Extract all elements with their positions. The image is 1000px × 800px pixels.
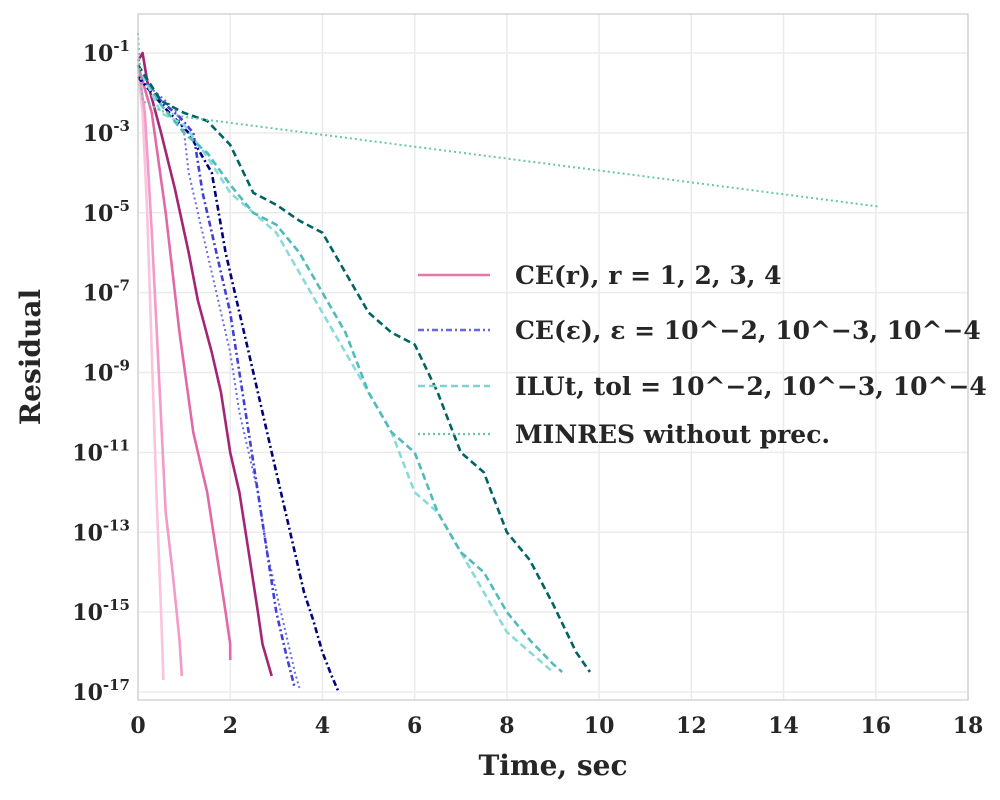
plot-frame — [137, 13, 969, 701]
series-line-ilut-1e-2- — [136, 64, 554, 673]
x-tick-label: 2 — [223, 713, 238, 739]
series-line-ilut-1e-4- — [136, 64, 591, 673]
x-tick-label: 10 — [584, 713, 615, 739]
series-line-ce-r-4- — [136, 51, 273, 677]
x-tick-label: 18 — [953, 713, 984, 739]
y-tick-label: 10-13 — [72, 516, 130, 546]
legend-label-ce-eps: CE(ε), ε = 10^−2, 10^−3, 10^−4 — [515, 316, 981, 345]
x-tick-label: 0 — [130, 713, 145, 739]
series-group — [136, 32, 881, 693]
y-tick-label: 10-9 — [83, 357, 130, 387]
legend-label-minres: MINRES without prec. — [515, 420, 830, 449]
y-tick-label: 10-5 — [83, 197, 130, 227]
series-line-ce-r-1- — [136, 68, 165, 681]
y-tick-label: 10-7 — [83, 277, 130, 307]
x-tick-label: 6 — [407, 713, 422, 739]
grid — [137, 14, 969, 700]
x-tick-label: 12 — [676, 713, 707, 739]
series-line-ilut-1e-3- — [136, 64, 564, 673]
legend-label-ilut: ILUt, tol = 10^−2, 10^−3, 10^−4 — [515, 372, 987, 401]
legend: CE(r), r = 1, 2, 3, 4 CE(ε), ε = 10^−2, … — [418, 261, 987, 449]
y-tick-label: 10-17 — [72, 676, 130, 706]
y-tick-label: 10-1 — [83, 37, 130, 67]
y-tick-labels: 10-1 10-3 10-5 10-7 10-9 10-11 10-13 10-15 10-17 — [72, 37, 130, 706]
x-tick-label: 14 — [768, 713, 799, 739]
y-tick-label: 10-15 — [72, 596, 130, 626]
series-line-ce-eps-1e-4- — [137, 76, 340, 693]
legend-label-ce-r: CE(r), r = 1, 2, 3, 4 — [515, 261, 782, 290]
x-tick-label: 16 — [860, 713, 891, 739]
series-line-ce-eps-1e-2- — [137, 76, 301, 689]
plot-area — [138, 14, 968, 700]
x-tick-label: 8 — [499, 713, 514, 739]
series-line-ce-r-3- — [136, 64, 232, 660]
x-tick-labels: 0 2 4 6 8 10 12 14 16 18 — [130, 713, 983, 739]
series-line-ce-eps-1e-3- — [137, 76, 297, 689]
y-tick-label: 10-3 — [83, 117, 130, 147]
y-axis-label: Residual — [14, 289, 47, 425]
x-tick-label: 4 — [315, 713, 330, 739]
y-tick-label: 10-11 — [72, 436, 130, 466]
x-axis-label: Time, sec — [478, 749, 627, 782]
series-line-ce-r-2- — [136, 64, 184, 677]
